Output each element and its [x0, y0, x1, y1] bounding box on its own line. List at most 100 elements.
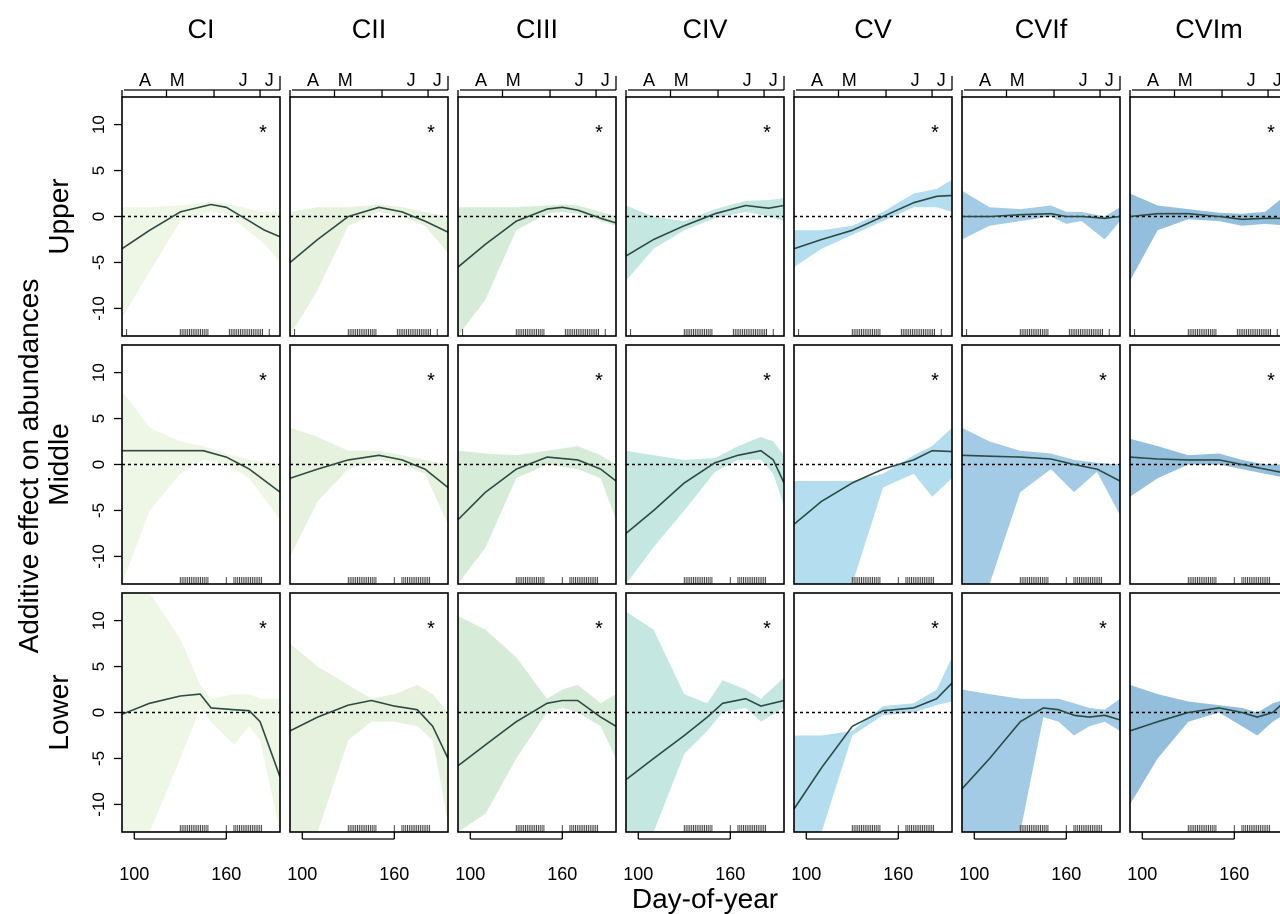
confidence-band — [794, 657, 952, 832]
y-tick-label: 0 — [89, 708, 108, 717]
confidence-band — [290, 204, 448, 336]
x-axis-label: Day-of-year — [632, 883, 778, 914]
confidence-band — [794, 179, 952, 268]
panel-CIV-Upper: * — [626, 122, 784, 336]
panel-frame — [121, 96, 281, 337]
effect-curve — [122, 449, 280, 493]
effect-curve — [962, 454, 1120, 482]
month-tick-label: J — [937, 70, 946, 90]
panel-CVIf-Lower: * — [962, 618, 1120, 832]
significance-marker: * — [259, 122, 267, 144]
panel-frame — [1129, 592, 1280, 833]
month-tick-label: A — [307, 70, 319, 90]
panel-frame — [289, 592, 449, 833]
confidence-band — [962, 427, 1120, 584]
month-tick-label: M — [338, 70, 353, 90]
month-tick-label: J — [1273, 70, 1280, 90]
panel-CI-Middle: * — [122, 370, 280, 584]
panel-CV-Middle: * — [794, 370, 952, 584]
significance-marker: * — [427, 370, 435, 392]
effect-curve — [1130, 456, 1280, 473]
month-tick-label: J — [575, 70, 584, 90]
panel-CIV-Middle: * — [626, 370, 784, 584]
confidence-band — [626, 198, 784, 281]
month-tick-label: J — [1247, 70, 1256, 90]
panel-CVIm-Lower — [1130, 684, 1280, 832]
effect-curve — [290, 699, 448, 759]
panel-CII-Upper: * — [290, 122, 448, 336]
significance-marker: * — [1099, 618, 1107, 640]
panel-CIII-Upper: * — [458, 122, 616, 336]
column-header: CIII — [516, 14, 558, 44]
month-tick-label: A — [475, 70, 487, 90]
row-label: Middle — [43, 423, 74, 505]
row-label: Lower — [43, 674, 74, 750]
month-tick-label: A — [979, 70, 991, 90]
x-tick-label: 100 — [1127, 864, 1157, 884]
significance-marker: * — [931, 122, 939, 144]
month-tick-label: J — [407, 70, 416, 90]
y-axis-label: Additive effect on abundances — [13, 279, 44, 654]
y-tick-label: 10 — [89, 611, 108, 630]
x-tick-label: 160 — [883, 864, 913, 884]
y-tick-label: 0 — [89, 212, 108, 221]
significance-marker: * — [595, 370, 603, 392]
significance-marker: * — [259, 618, 267, 640]
x-tick-label: 100 — [455, 864, 485, 884]
row-label: Upper — [43, 178, 74, 254]
panel-CVIm-Upper: * — [1130, 122, 1280, 336]
panel-CVIf-Upper — [962, 190, 1120, 336]
y-tick-label: -10 — [89, 792, 108, 817]
panel-frame — [961, 592, 1121, 833]
effect-curve — [290, 454, 448, 489]
effect-curve — [962, 707, 1120, 790]
confidence-band — [458, 446, 616, 584]
effect-curve — [290, 206, 448, 264]
month-tick-label: J — [433, 70, 442, 90]
y-tick-label: -5 — [89, 751, 108, 766]
effect-curve — [626, 204, 784, 257]
effect-curve — [626, 697, 784, 781]
confidence-band — [122, 391, 280, 584]
effect-curve — [794, 682, 952, 810]
significance-marker: * — [1267, 370, 1275, 392]
x-tick-label: 100 — [959, 864, 989, 884]
panel-frame — [1129, 344, 1280, 585]
panel-frame — [457, 592, 617, 833]
confidence-band — [962, 689, 1120, 832]
significance-marker: * — [763, 370, 771, 392]
panel-CVIf-Middle: * — [962, 370, 1120, 584]
panel-frame — [457, 344, 617, 585]
panel-frame — [625, 344, 785, 585]
effect-curve — [794, 194, 952, 250]
month-tick-label: M — [1178, 70, 1193, 90]
confidence-band — [962, 190, 1120, 240]
panel-frame — [793, 344, 953, 585]
panel-frame — [625, 592, 785, 833]
panel-frame — [793, 592, 953, 833]
column-header: CIV — [682, 14, 727, 44]
month-tick-label: J — [265, 70, 274, 90]
column-header: CV — [854, 14, 892, 44]
effect-curve — [458, 699, 616, 767]
month-tick-label: J — [743, 70, 752, 90]
significance-marker: * — [427, 122, 435, 144]
panel-CVIm-Middle: * — [1130, 370, 1280, 584]
x-tick-label: 100 — [623, 864, 653, 884]
month-tick-label: A — [643, 70, 655, 90]
panel-frame — [121, 592, 281, 833]
panel-CV-Lower: * — [794, 618, 952, 832]
month-tick-label: J — [601, 70, 610, 90]
labels-layer: Additive effect on abundances Day-of-yea… — [13, 279, 778, 914]
x-tick-label: 160 — [211, 864, 241, 884]
confidence-band — [122, 593, 280, 832]
panel-frame — [793, 96, 953, 337]
y-tick-label: -10 — [89, 544, 108, 569]
panel-CI-Upper: * — [122, 122, 280, 336]
x-tick-label: 160 — [547, 864, 577, 884]
month-tick-label: M — [170, 70, 185, 90]
effect-curve — [122, 693, 280, 778]
x-tick-label: 160 — [1219, 864, 1249, 884]
panel-frame — [961, 96, 1121, 337]
